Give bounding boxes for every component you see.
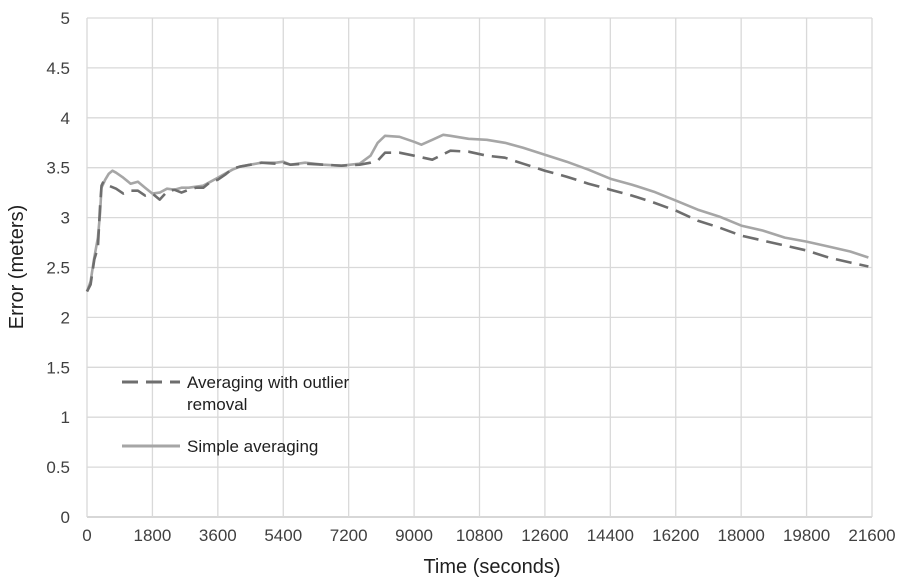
x-tick-label: 21600	[848, 526, 895, 545]
series-lines	[85, 133, 869, 293]
x-tick-label: 10800	[456, 526, 503, 545]
y-tick-label: 2	[61, 308, 70, 327]
y-tick-label: 0.5	[46, 458, 70, 477]
y-tick-label: 0	[61, 508, 70, 527]
x-tick-label: 3600	[199, 526, 237, 545]
y-axis-title: Error (meters)	[6, 205, 28, 329]
y-tick-label: 3.5	[46, 159, 70, 178]
y-tick-label: 5	[61, 9, 70, 28]
y-tick-label: 2.5	[46, 259, 70, 278]
legend-label-outlier-removal-line2: removal	[187, 395, 247, 414]
x-tick-label: 19800	[783, 526, 830, 545]
series-line-outlier-removal	[85, 149, 869, 293]
x-tick-label: 0	[82, 526, 91, 545]
x-tick-label: 7200	[330, 526, 368, 545]
x-tick-labels: 0 1800 3600 5400 7200 9000 10800 12600 14400 1620…	[82, 526, 895, 545]
legend: Averaging with outlier removal Simple av…	[122, 373, 350, 456]
x-tick-label: 14400	[587, 526, 634, 545]
x-tick-label: 16200	[652, 526, 699, 545]
x-tick-label: 12600	[521, 526, 568, 545]
y-tick-label: 4.5	[46, 59, 70, 78]
y-tick-labels: 0 0.5 1 1.5 2 2.5 3 3.5 4 4.5 5	[46, 9, 70, 527]
y-tick-label: 4	[61, 109, 70, 128]
y-tick-label: 1.5	[46, 358, 70, 377]
y-tick-label: 3	[61, 209, 70, 228]
x-axis-title: Time (seconds)	[423, 556, 560, 578]
legend-label-outlier-removal-line1: Averaging with outlier	[187, 373, 350, 392]
gridlines	[86, 17, 873, 518]
x-tick-label: 5400	[264, 526, 302, 545]
y-tick-label: 1	[61, 408, 70, 427]
legend-label-simple-averaging: Simple averaging	[187, 437, 318, 456]
x-tick-label: 1800	[134, 526, 172, 545]
x-tick-label: 18000	[718, 526, 765, 545]
series-line-simple-averaging	[85, 133, 869, 292]
x-tick-label: 9000	[395, 526, 433, 545]
